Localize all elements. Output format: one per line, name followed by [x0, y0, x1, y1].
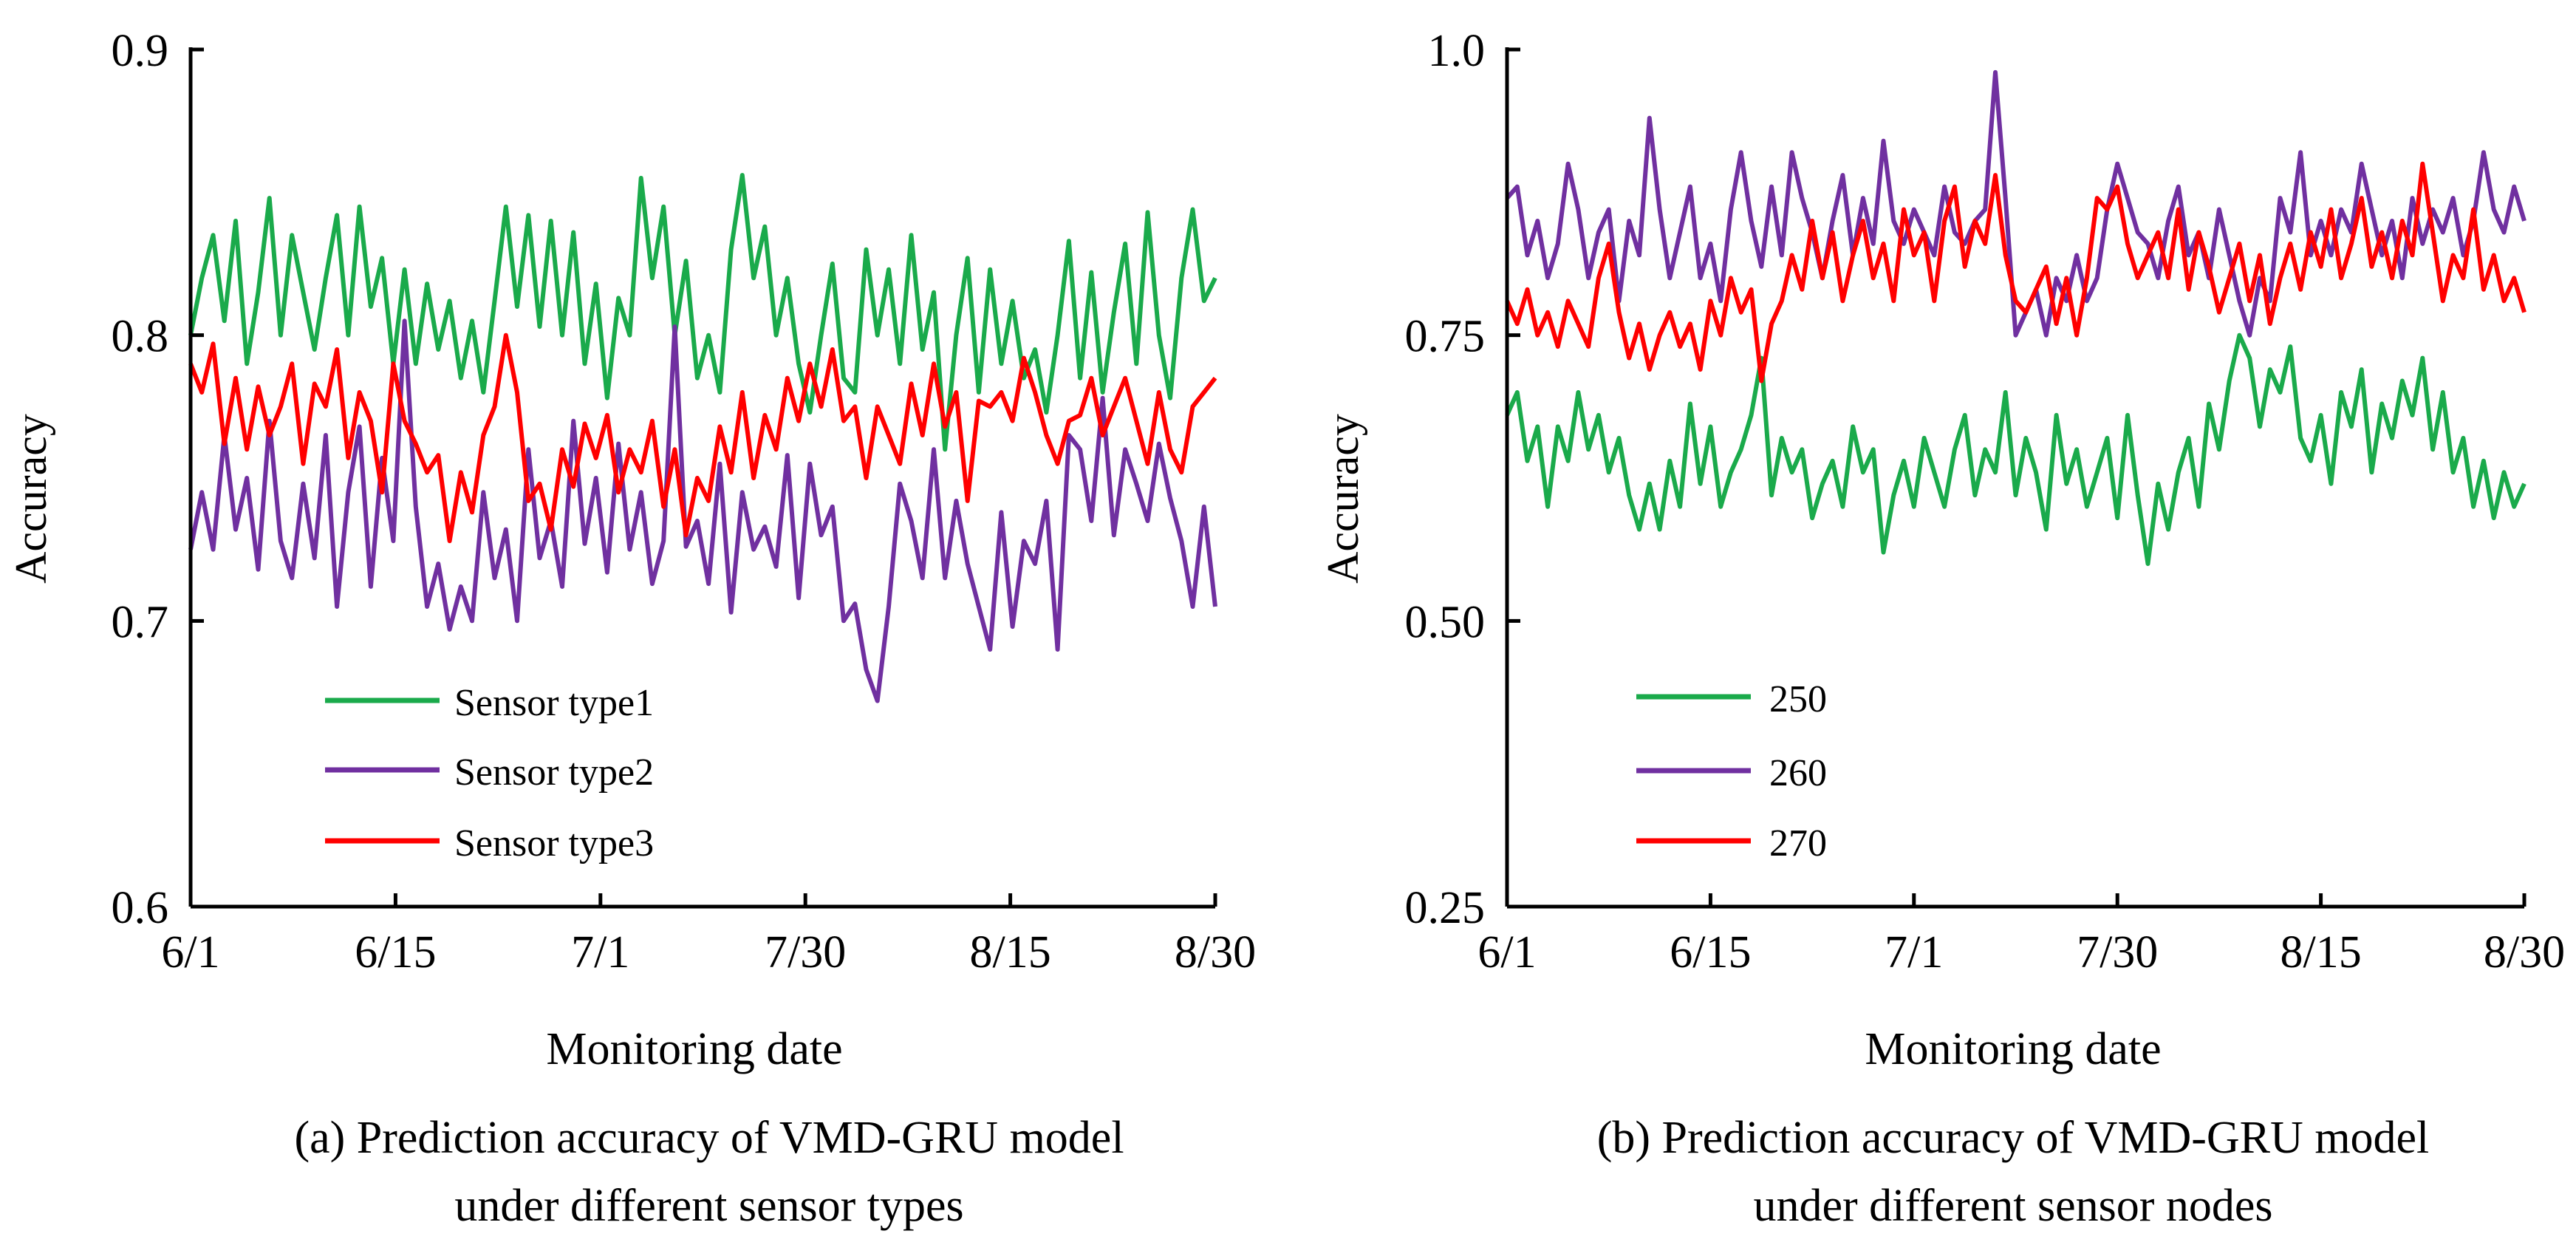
- legend-label-260: 260: [1769, 752, 1827, 794]
- legend-label-270: 270: [1769, 822, 1827, 864]
- panel-b-x-tick-label: 7/30: [2077, 927, 2158, 978]
- panel-b-xlabel: Monitoring date: [1865, 1024, 2161, 1074]
- panel-a-series-line-sensor-type2: [188, 318, 1217, 703]
- panel-b-x-tick-label: 6/1: [1477, 927, 1536, 978]
- panel-b-y-tick-label: 0.75: [1405, 312, 1486, 362]
- panel-b-series-line-270: [1505, 161, 2527, 383]
- panel-a-axes: [188, 47, 1217, 909]
- panel-a-x-tick-label: 6/15: [355, 927, 436, 978]
- panel-a-series-line-sensor-type1: [188, 173, 1217, 452]
- panel-b-axes: [1505, 47, 2527, 909]
- panel-b-x-tick-label: 6/15: [1670, 927, 1751, 978]
- panel-a-ylabel: Accuracy: [7, 414, 55, 584]
- panel-b-tick-labels: 0.25 0.50 0.75 1.0 6/1 6/15 7/1 7/30 8/15 8/30: [1405, 26, 2566, 978]
- legend-label-sensor-type1: Sensor type1: [454, 682, 654, 724]
- panel-a-y-tick-label: 0.8: [112, 312, 169, 362]
- panel-b-legend: 250 260 270: [1636, 678, 1827, 864]
- panel-b-caption-line1: (b) Prediction accuracy of VMD-GRU model: [1597, 1113, 2430, 1163]
- panel-b-series-line-260: [1505, 69, 2527, 338]
- panel-a-tick-labels: 0.6 0.7 0.8 0.9 6/1 6/15 7/1 7/30 8/15 8/30: [112, 26, 1257, 978]
- panel-a-xlabel: Monitoring date: [546, 1024, 842, 1074]
- panel-b-y-tick-label: 0.25: [1405, 883, 1486, 933]
- panel-a-series-lines: [188, 173, 1217, 703]
- panel-b-ylabel: Accuracy: [1319, 414, 1367, 584]
- panel-a-x-tick-label: 7/30: [765, 927, 846, 978]
- panel-a-legend: Sensor type1 Sensor type2 Sensor type3: [325, 682, 654, 864]
- panel-a-y-tick-label: 0.6: [112, 883, 169, 933]
- panel-b-y-tick-label: 1.0: [1428, 26, 1486, 76]
- panel-b-chart: 0.25 0.50 0.75 1.0 6/1 6/15 7/1 7/30 8/15 8/30 Ac…: [1319, 26, 2565, 1231]
- panel-a-caption-line1: (a) Prediction accuracy of VMD-GRU model: [294, 1113, 1124, 1163]
- panel-b-series-lines: [1505, 69, 2527, 566]
- legend-label-250: 250: [1769, 678, 1827, 720]
- panel-b-y-tick-label: 0.50: [1405, 597, 1486, 647]
- panel-b-x-tick-label: 7/1: [1885, 927, 1943, 978]
- panel-a-y-tick-label: 0.9: [112, 26, 169, 76]
- legend-label-sensor-type2: Sensor type2: [454, 751, 654, 794]
- panel-b-x-tick-label: 8/15: [2280, 927, 2361, 978]
- panel-a-x-tick-label: 8/30: [1175, 927, 1256, 978]
- panel-a-x-tick-label: 6/1: [161, 927, 219, 978]
- panel-a-x-tick-label: 8/15: [969, 927, 1050, 978]
- panel-b-x-tick-label: 8/30: [2484, 927, 2565, 978]
- panel-a-chart: 0.6 0.7 0.8 0.9 6/1 6/15 7/1 7/30 8/15 8/30 Accur…: [7, 26, 1256, 1231]
- panel-b-caption-line2: under different sensor nodes: [1753, 1181, 2272, 1231]
- panel-a-series-line-sensor-type3: [188, 332, 1217, 544]
- panel-b-series-line-250: [1505, 332, 2527, 566]
- panel-a-x-tick-label: 7/1: [571, 927, 629, 978]
- legend-label-sensor-type3: Sensor type3: [454, 822, 654, 864]
- panel-a-y-tick-label: 0.7: [112, 597, 169, 647]
- panel-a-caption-line2: under different sensor types: [454, 1181, 963, 1231]
